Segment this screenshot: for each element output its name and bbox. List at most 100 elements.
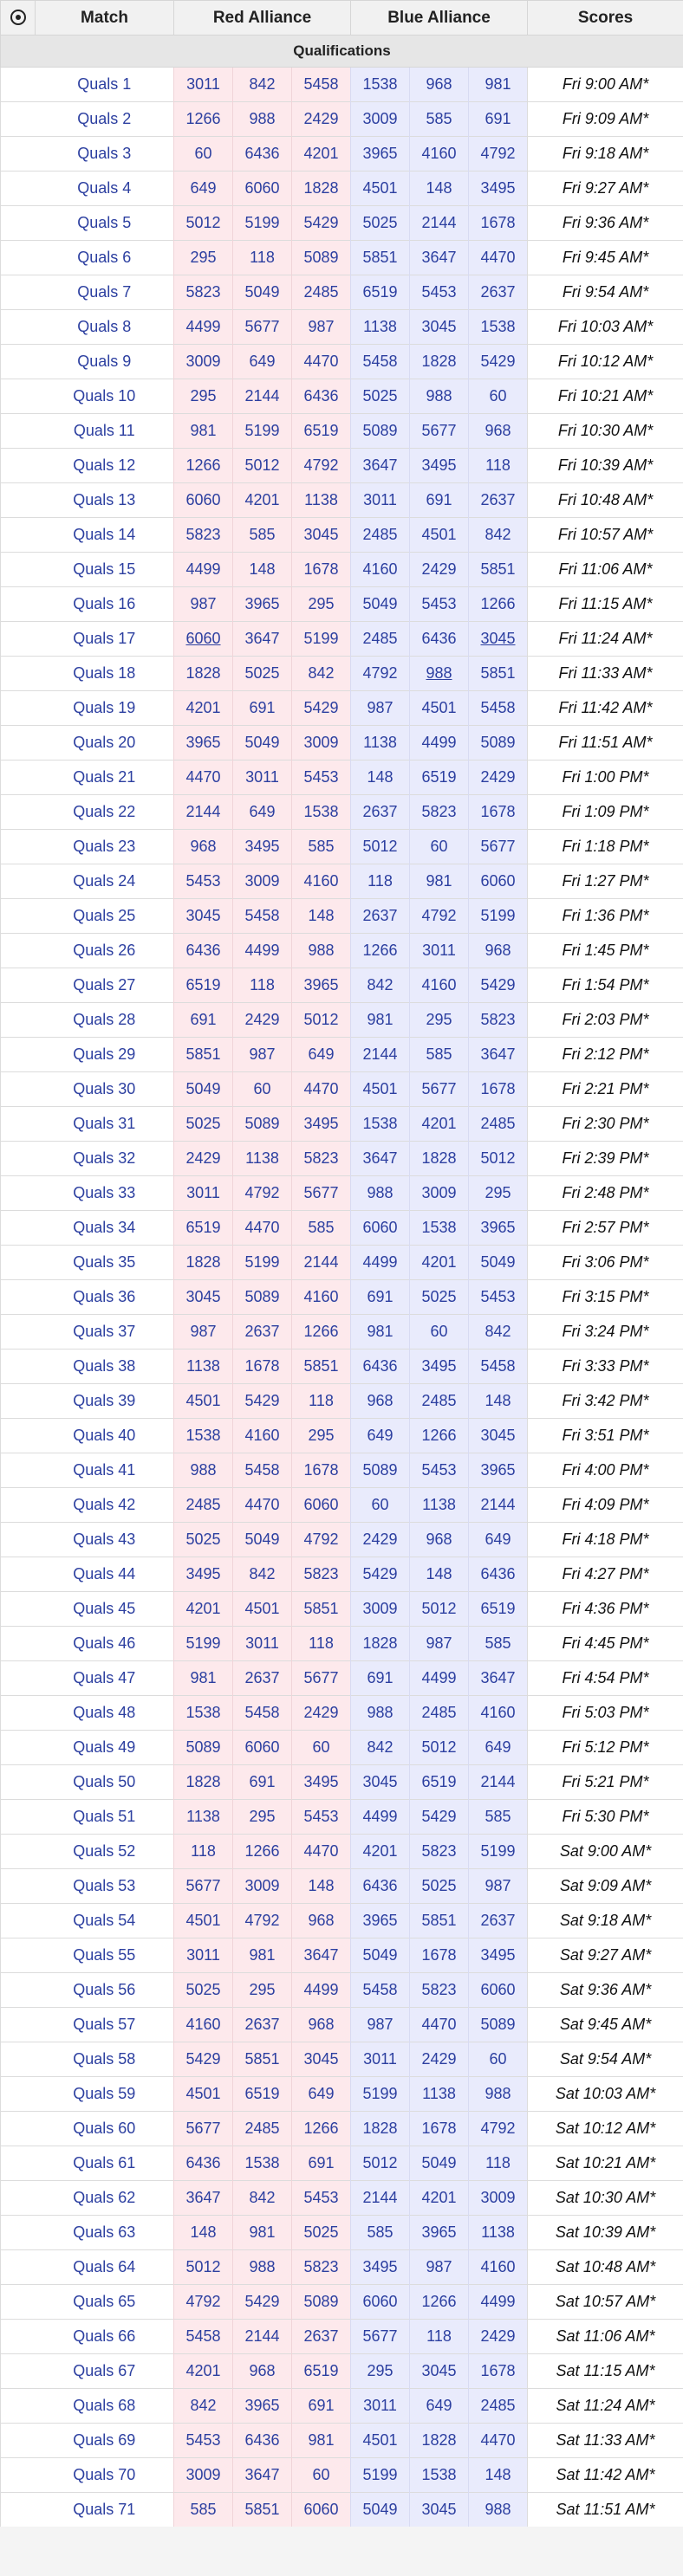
blue-team-link[interactable]: 148 — [467, 2457, 528, 2493]
blue-team-link[interactable]: 6519 — [350, 275, 410, 310]
blue-team-link[interactable]: 987 — [409, 2249, 469, 2285]
blue-team-link[interactable]: 3965 — [409, 2215, 469, 2250]
blue-team-link[interactable]: 2637 — [350, 794, 410, 830]
red-team-link[interactable]: 5453 — [291, 760, 351, 795]
red-team-link[interactable]: 5012 — [232, 448, 292, 483]
blue-team-link[interactable]: 3045 — [409, 2353, 469, 2389]
red-team-link[interactable]: 3045 — [291, 517, 351, 553]
red-team-link[interactable]: 4201 — [173, 2353, 233, 2389]
blue-team-link[interactable]: 988 — [409, 656, 469, 691]
red-team-link[interactable]: 5429 — [291, 690, 351, 726]
red-team-link[interactable]: 3647 — [291, 1938, 351, 1973]
blue-team-link[interactable]: 1266 — [467, 586, 528, 622]
red-team-link[interactable]: 118 — [173, 1834, 233, 1869]
blue-team-link[interactable]: 4501 — [350, 1071, 410, 1107]
blue-team-link[interactable]: 5089 — [350, 413, 410, 449]
red-team-link[interactable]: 3965 — [291, 968, 351, 1003]
blue-team-link[interactable]: 2429 — [409, 2042, 469, 2077]
match-link[interactable]: Quals 20 — [35, 725, 174, 761]
blue-team-link[interactable]: 1138 — [350, 725, 410, 761]
match-link[interactable]: Quals 71 — [35, 2492, 174, 2527]
blue-team-link[interactable]: 842 — [467, 517, 528, 553]
blue-team-link[interactable]: 2637 — [467, 275, 528, 310]
blue-team-link[interactable]: 60 — [409, 829, 469, 864]
blue-team-link[interactable]: 4201 — [409, 2180, 469, 2216]
blue-team-link[interactable]: 585 — [350, 2215, 410, 2250]
red-team-link[interactable]: 4201 — [173, 1591, 233, 1627]
red-team-link[interactable]: 5677 — [173, 1868, 233, 1904]
red-team-link[interactable]: 4160 — [173, 2007, 233, 2042]
match-link[interactable]: Quals 43 — [35, 1522, 174, 1557]
blue-team-link[interactable]: 5012 — [409, 1730, 469, 1765]
blue-team-link[interactable]: 968 — [467, 933, 528, 968]
red-team-link[interactable]: 5851 — [291, 1591, 351, 1627]
red-team-link[interactable]: 5453 — [173, 864, 233, 899]
blue-team-link[interactable]: 1678 — [467, 794, 528, 830]
match-link[interactable]: Quals 70 — [35, 2457, 174, 2493]
blue-team-link[interactable]: 988 — [350, 1175, 410, 1211]
red-team-link[interactable]: 1538 — [173, 1418, 233, 1453]
red-team-link[interactable]: 3647 — [173, 2180, 233, 2216]
red-team-link[interactable]: 988 — [232, 101, 292, 137]
red-team-link[interactable]: 4470 — [291, 1071, 351, 1107]
blue-team-link[interactable]: 4499 — [350, 1799, 410, 1835]
red-team-link[interactable]: 4160 — [291, 1279, 351, 1315]
blue-team-link[interactable]: 968 — [467, 413, 528, 449]
red-team-link[interactable]: 4501 — [173, 1903, 233, 1938]
blue-team-link[interactable]: 691 — [467, 101, 528, 137]
red-team-link[interactable]: 5012 — [291, 1002, 351, 1038]
blue-team-link[interactable]: 4499 — [467, 2284, 528, 2320]
blue-team-link[interactable]: 60 — [409, 1314, 469, 1349]
red-team-link[interactable]: 118 — [291, 1383, 351, 1419]
red-team-link[interactable]: 295 — [232, 1799, 292, 1835]
red-team-link[interactable]: 4501 — [173, 1383, 233, 1419]
blue-team-link[interactable]: 5458 — [467, 1349, 528, 1384]
red-team-link[interactable]: 649 — [232, 794, 292, 830]
red-team-link[interactable]: 148 — [232, 552, 292, 587]
match-link[interactable]: Quals 13 — [35, 482, 174, 518]
match-link[interactable]: Quals 23 — [35, 829, 174, 864]
red-team-link[interactable]: 4160 — [291, 864, 351, 899]
red-team-link[interactable]: 2637 — [232, 1660, 292, 1696]
blue-team-link[interactable]: 2637 — [467, 482, 528, 518]
red-team-link[interactable]: 3495 — [173, 1557, 233, 1592]
red-team-link[interactable]: 4792 — [232, 1903, 292, 1938]
match-link[interactable]: Quals 58 — [35, 2042, 174, 2077]
red-team-link[interactable]: 5089 — [232, 1279, 292, 1315]
red-team-link[interactable]: 5677 — [291, 1175, 351, 1211]
blue-team-link[interactable]: 1138 — [409, 2076, 469, 2112]
blue-team-link[interactable]: 1538 — [467, 309, 528, 345]
red-team-link[interactable]: 3011 — [173, 1175, 233, 1211]
red-team-link[interactable]: 3011 — [232, 760, 292, 795]
match-link[interactable]: Quals 24 — [35, 864, 174, 899]
red-team-link[interactable]: 1538 — [232, 2146, 292, 2181]
blue-team-link[interactable]: 987 — [350, 690, 410, 726]
red-team-link[interactable]: 1266 — [232, 1834, 292, 1869]
red-team-link[interactable]: 5049 — [173, 1071, 233, 1107]
match-link[interactable]: Quals 26 — [35, 933, 174, 968]
blue-team-link[interactable]: 1138 — [350, 309, 410, 345]
red-team-link[interactable]: 5851 — [173, 1037, 233, 1072]
blue-team-link[interactable]: 842 — [467, 1314, 528, 1349]
blue-team-link[interactable]: 1678 — [409, 2111, 469, 2146]
blue-team-link[interactable]: 5049 — [409, 2146, 469, 2181]
red-team-link[interactable]: 981 — [173, 1660, 233, 1696]
blue-team-link[interactable]: 295 — [467, 1175, 528, 1211]
blue-team-link[interactable]: 5012 — [350, 2146, 410, 2181]
blue-team-link[interactable]: 981 — [467, 67, 528, 102]
blue-team-link[interactable]: 118 — [409, 2319, 469, 2354]
red-team-link[interactable]: 5677 — [173, 2111, 233, 2146]
red-team-link[interactable]: 3045 — [173, 898, 233, 934]
blue-team-link[interactable]: 1538 — [350, 67, 410, 102]
red-team-link[interactable]: 5199 — [232, 413, 292, 449]
match-link[interactable]: Quals 48 — [35, 1695, 174, 1731]
blue-team-link[interactable]: 2144 — [467, 1487, 528, 1523]
blue-team-link[interactable]: 3009 — [350, 101, 410, 137]
blue-team-link[interactable]: 4160 — [350, 552, 410, 587]
red-team-link[interactable]: 3495 — [291, 1764, 351, 1800]
match-link[interactable]: Quals 45 — [35, 1591, 174, 1627]
red-team-link[interactable]: 6436 — [232, 136, 292, 172]
match-link[interactable]: Quals 28 — [35, 1002, 174, 1038]
red-team-link[interactable]: 6060 — [232, 1730, 292, 1765]
blue-team-link[interactable]: 3009 — [409, 1175, 469, 1211]
